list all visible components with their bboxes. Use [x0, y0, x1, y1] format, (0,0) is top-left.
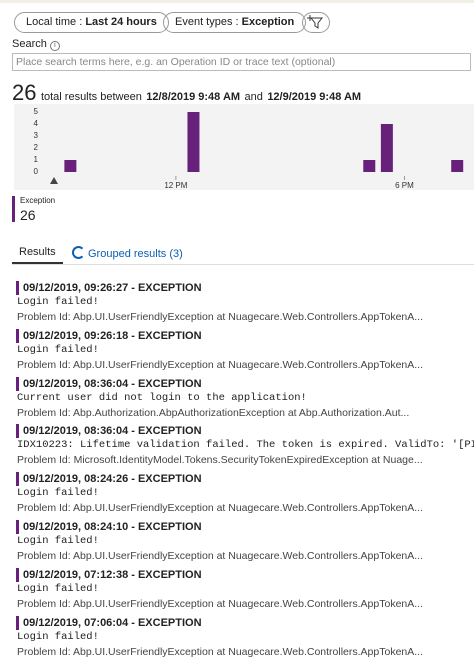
event-filter[interactable]: Event types : Exception [163, 12, 307, 33]
summary: 26 total results between 12/8/2019 9:48 … [12, 80, 361, 106]
bar [187, 112, 200, 172]
top-border [0, 0, 474, 3]
search-placeholder: Place search terms here, e.g. an Operati… [16, 56, 336, 68]
info-icon: i [49, 41, 60, 51]
legend-count: 26 [20, 207, 36, 223]
result-title: 09/12/2019, 08:36:04 - EXCEPTION [16, 424, 474, 439]
result-item[interactable]: 09/12/2019, 07:12:38 - EXCEPTION Login fa… [16, 567, 474, 612]
result-title: 09/12/2019, 07:12:38 - EXCEPTION [16, 567, 474, 582]
result-title: 09/12/2019, 07:06:04 - EXCEPTION [16, 615, 474, 630]
result-title: 09/12/2019, 08:24:10 - EXCEPTION [16, 520, 474, 534]
filter-label: Local time : [26, 16, 83, 28]
result-problem-id: Problem Id: Abp.UI.UserFriendlyException… [17, 311, 424, 323]
result-message: Login failed! [17, 343, 99, 356]
legend-name: Exception [20, 196, 56, 205]
result-problem-id: Problem Id: Abp.Authorization.AbpAuthori… [17, 406, 410, 419]
start-marker [50, 177, 58, 184]
result-problem-id: Problem Id: Microsoft.IdentityModel.Toke… [17, 454, 423, 467]
result-message: Login failed! [17, 296, 99, 308]
result-count: 26 [12, 80, 37, 105]
results-tab[interactable]: Results [12, 246, 63, 264]
result-item[interactable]: 09/12/2019, 08:24:10 - EXCEPTION Login fa… [16, 520, 474, 564]
summary-end: 12/9/2019 9:48 AM [267, 91, 362, 103]
y-tick-label: 1 [34, 155, 39, 164]
result-title: 09/12/2019, 09:26:27 - EXCEPTION [16, 281, 474, 295]
x-tick-label: 12 PM [164, 181, 187, 190]
result-title: 09/12/2019, 09:26:18 - EXCEPTION [16, 328, 474, 343]
result-item[interactable]: 09/12/2019, 09:26:27 - EXCEPTION Login fa… [16, 281, 474, 325]
filter-label: Event types : [175, 16, 239, 28]
x-tick-label: 6 PM [395, 181, 414, 190]
y-tick-label: 2 [34, 143, 39, 152]
y-tick-label: 5 [34, 107, 39, 116]
result-message: Login failed! [17, 487, 99, 500]
result-title: 09/12/2019, 08:24:26 - EXCEPTION [16, 472, 474, 487]
search-input[interactable]: Place search terms here, e.g. an Operati… [12, 53, 471, 71]
summary-and: and [244, 91, 263, 103]
chart-background [14, 104, 474, 190]
time-filter[interactable]: Local time : Last 24 hours [14, 12, 169, 33]
result-item[interactable]: 09/12/2019, 07:06:04 - EXCEPTION Login fa… [16, 615, 474, 660]
tabs: Results Grouped results (3) [12, 244, 474, 265]
bar [380, 124, 393, 172]
grouped-tab[interactable]: Grouped results (3) [72, 246, 183, 260]
add-filter-button[interactable] [302, 12, 330, 33]
result-message: Login failed! [17, 582, 99, 595]
result-problem-id: Problem Id: Abp.UI.UserFriendlyException… [17, 502, 424, 515]
result-problem-id: Problem Id: Abp.UI.UserFriendlyException… [17, 645, 424, 658]
grouped-tab-label: Grouped results (3) [88, 248, 183, 260]
y-tick-label: 0 [34, 167, 39, 176]
summary-start: 12/8/2019 9:48 AM [146, 91, 241, 103]
grouped-icon [72, 246, 85, 259]
result-message: IDX10223: Lifetime validation failed. Th… [17, 439, 474, 452]
add-filter-icon [307, 15, 324, 29]
result-message: Current user did not login to the applic… [17, 391, 307, 404]
summary-text: total results between [40, 91, 142, 103]
result-problem-id: Problem Id: Abp.UI.UserFriendlyException… [17, 358, 424, 371]
result-title: 09/12/2019, 08:36:04 - EXCEPTION [16, 376, 474, 391]
y-tick-label: 3 [34, 131, 39, 140]
result-item[interactable]: 09/12/2019, 08:36:04 - EXCEPTION IDX10223… [16, 424, 474, 468]
search-label: Search [12, 38, 47, 50]
result-message: Login failed! [17, 535, 99, 547]
result-item[interactable]: 09/12/2019, 08:36:04 - EXCEPTION Current … [16, 376, 474, 421]
bar [363, 160, 376, 172]
bar [64, 160, 77, 172]
result-item[interactable]: 09/12/2019, 08:24:26 - EXCEPTION Login fa… [16, 472, 474, 516]
y-tick-label: 4 [34, 119, 39, 128]
bar [451, 160, 464, 172]
result-item[interactable]: 09/12/2019, 09:26:18 - EXCEPTION Login fa… [16, 328, 474, 373]
result-message: Login failed! [17, 630, 99, 643]
legend: Exception 26 [12, 196, 56, 223]
result-problem-id: Problem Id: Abp.UI.UserFriendlyException… [17, 550, 424, 562]
result-problem-id: Problem Id: Abp.UI.UserFriendlyException… [17, 597, 424, 610]
filter-value: Exception [241, 16, 295, 28]
filter-value: Last 24 hours [85, 16, 157, 28]
chart: 0 1 2 3 4 5 12 PM 6 PM [14, 104, 474, 190]
search-label-row: Search i [12, 38, 60, 51]
